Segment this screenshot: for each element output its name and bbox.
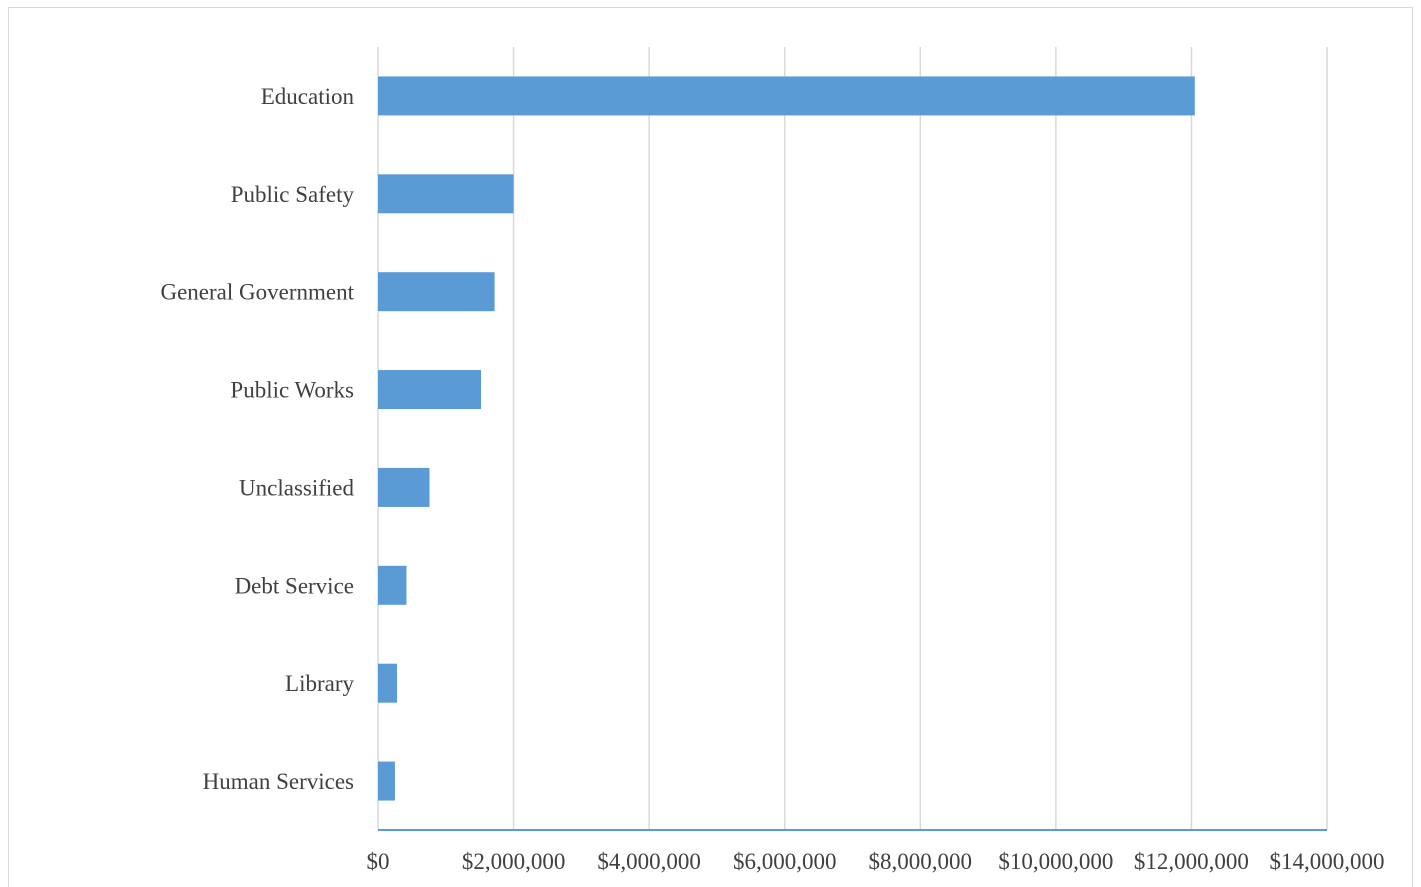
bar-general-government — [378, 272, 495, 312]
bar-debt-service — [378, 565, 407, 605]
bar-public-safety — [378, 174, 514, 214]
category-label: Library — [285, 671, 354, 696]
bar-human-services — [378, 761, 395, 801]
x-tick-label: $12,000,000 — [1134, 849, 1249, 874]
x-tick-labels: $0 $2,000,000 $4,000,000 $6,000,000 $8,000,0… — [367, 849, 1385, 874]
category-label: Public Works — [230, 378, 354, 403]
gridlines — [377, 47, 1328, 830]
bar-education — [378, 76, 1195, 116]
x-tick-label: $14,000,000 — [1270, 849, 1385, 874]
bar-unclassified — [378, 467, 430, 507]
category-label: Human Services — [203, 769, 354, 794]
category-labels: Education Public Safety General Government… — [160, 84, 354, 794]
x-tick-label: $6,000,000 — [733, 849, 837, 874]
bar-public-works — [378, 370, 482, 410]
category-label: Unclassified — [239, 475, 354, 500]
x-tick-label: $8,000,000 — [869, 849, 973, 874]
category-label: Public Safety — [231, 182, 355, 207]
category-label: Debt Service — [235, 573, 354, 598]
chart-frame — [8, 7, 1413, 887]
x-tick-label: $2,000,000 — [462, 849, 566, 874]
bar-library — [378, 663, 397, 703]
x-tick-label: $0 — [367, 849, 390, 874]
x-tick-label: $10,000,000 — [998, 849, 1113, 874]
category-label: Education — [261, 84, 355, 109]
bars — [378, 76, 1195, 801]
x-tick-label: $4,000,000 — [597, 849, 701, 874]
category-label: General Government — [160, 280, 354, 305]
